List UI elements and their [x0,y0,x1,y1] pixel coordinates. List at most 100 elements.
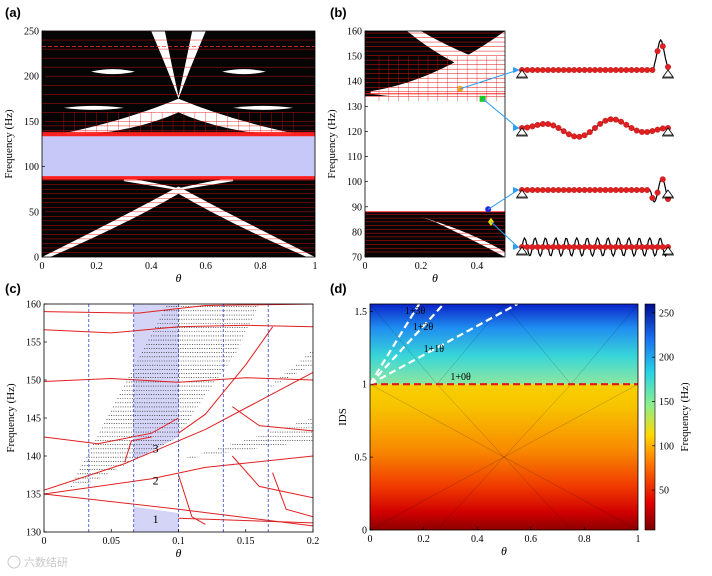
y-axis-label: Frequency (Hz) [5,383,17,453]
x-tick-label: 0.2 [415,261,428,272]
y-tick-label: 70 [352,253,362,264]
y-tick-label: 120 [347,127,362,138]
y-tick-label: 250 [24,27,39,38]
mode-shape-mass [602,67,609,73]
edge-curve [231,455,313,499]
mode-shape-mass [649,244,656,250]
lower-band-block [365,211,505,257]
gap-label: 1 [153,512,159,526]
support-icon [662,246,674,255]
mode-shape-mass [644,187,651,193]
mode-shape-mass [607,244,614,250]
upper-gap-lens [370,31,505,102]
support-icon [662,69,674,78]
x-tick-label: 0.2 [417,534,430,545]
mode-shape-mass [581,187,588,193]
y-axis-label: IDS [337,408,349,426]
y-tick-label: 100 [24,162,39,173]
x-tick-label: 0.6 [525,534,538,545]
mode-shape-mass [565,67,572,73]
mode-shape-mass [529,244,536,250]
mode-shape-mass [571,67,578,73]
y-tick-label: 80 [352,227,362,238]
y-tick-label: 130 [26,528,41,539]
mode-shape-mass [649,67,656,73]
colorbar-tick-label: 50 [659,486,669,497]
x-tick-label: 0.4 [471,261,484,272]
mode-shape-mass [560,67,567,73]
mode-shape-mass [628,244,635,250]
structure-line [369,456,505,531]
mode-shape-mass [524,124,531,131]
x-tick-label: 0.6 [200,261,213,272]
mode-arrowhead [513,244,520,250]
mode-shape-mass [571,133,578,140]
support-icon [662,189,674,198]
mode-shape-mass [597,244,604,250]
mode-shape-mass [638,244,645,250]
panel-d-label: (d) [330,281,347,296]
edge-curve [272,472,313,518]
mode-shape-mass [592,244,598,250]
colorbar-tick-label: 150 [659,397,674,408]
mode-shape-mass [659,125,666,132]
y-tick-label: 100 [347,177,362,188]
panel-d-colorbar: 50 100 150 200 250 Frequency (Hz) [644,303,691,531]
mode-shape-mass [623,121,630,128]
edge-curve [44,304,313,314]
mode-shape-mass [659,43,666,50]
y-tick-label: 110 [347,152,362,163]
mode-shape-mass [534,244,541,250]
colorbar-tick-label: 200 [659,353,674,364]
watermark-text: 六数结研 [24,556,68,569]
structure-line [436,303,505,385]
mode-shape-mass [586,244,593,250]
y-tick-label: 1.5 [355,307,368,318]
panel-a-label: (a) [5,5,21,20]
mode-shape-mass [586,187,593,193]
mode-shape-mass [545,67,552,73]
y-tick-label: 150 [24,117,39,128]
y-tick-label: 200 [24,72,39,83]
mode-shape-mass [618,67,625,73]
mode-shape-mass [565,131,572,138]
mode-shape-mass [560,187,567,193]
x-axis-label: θ [501,544,507,558]
mode-shape-mass [565,244,572,250]
mode-shape-mass [576,133,583,140]
structure-line [436,456,505,531]
mode-shape-mass [638,129,645,135]
mode-shape-mass [550,187,557,193]
support-icon [516,246,528,255]
x-tick-label: 0.1 [172,536,185,547]
mode-shape-mass [644,67,651,73]
mode-shape-mass [592,125,598,131]
mode-shape-mass [612,116,619,123]
mode-shape-mass [638,187,645,193]
mode-shape-mass [560,244,567,250]
mode-shape-mass [592,187,598,193]
mode-shape-mass [654,126,661,133]
structure-line [503,384,572,458]
mode-shape-mass [628,187,635,193]
mode-shape-mass [529,67,536,73]
mode-shape-mass [581,132,588,139]
y-tick-label: 140 [347,77,362,88]
panel-c-label: (c) [5,281,21,296]
edge-curve [124,436,152,463]
panel-b-mode-shapes [460,38,674,258]
mode-shape-mass [659,176,666,183]
panel-d: 1+0θ 1+1θ 1+2θ 1+3θ 0 0.2 0.4 0.6 0.8 1 0 0.5 1 1.5 θ… [337,303,691,558]
watermark: 六数结研 [7,555,68,569]
mode-shape-mass [576,244,583,250]
mode-shape-mass [607,187,614,193]
mode-arrowhead [513,67,520,73]
mode-shape-mass [529,187,536,193]
mode-shape-mass [576,67,583,73]
mode-shape-mass [524,67,531,73]
edge-curve [44,417,179,445]
gap-wedge-2 [44,440,313,494]
mode-shape-mass [633,127,640,134]
panel-a-axes: 0 0.2 0.4 0.6 0.8 1 0 50 100 150 200 250 θ Frequency … [3,27,318,286]
y-tick-label: 0.5 [355,453,368,464]
